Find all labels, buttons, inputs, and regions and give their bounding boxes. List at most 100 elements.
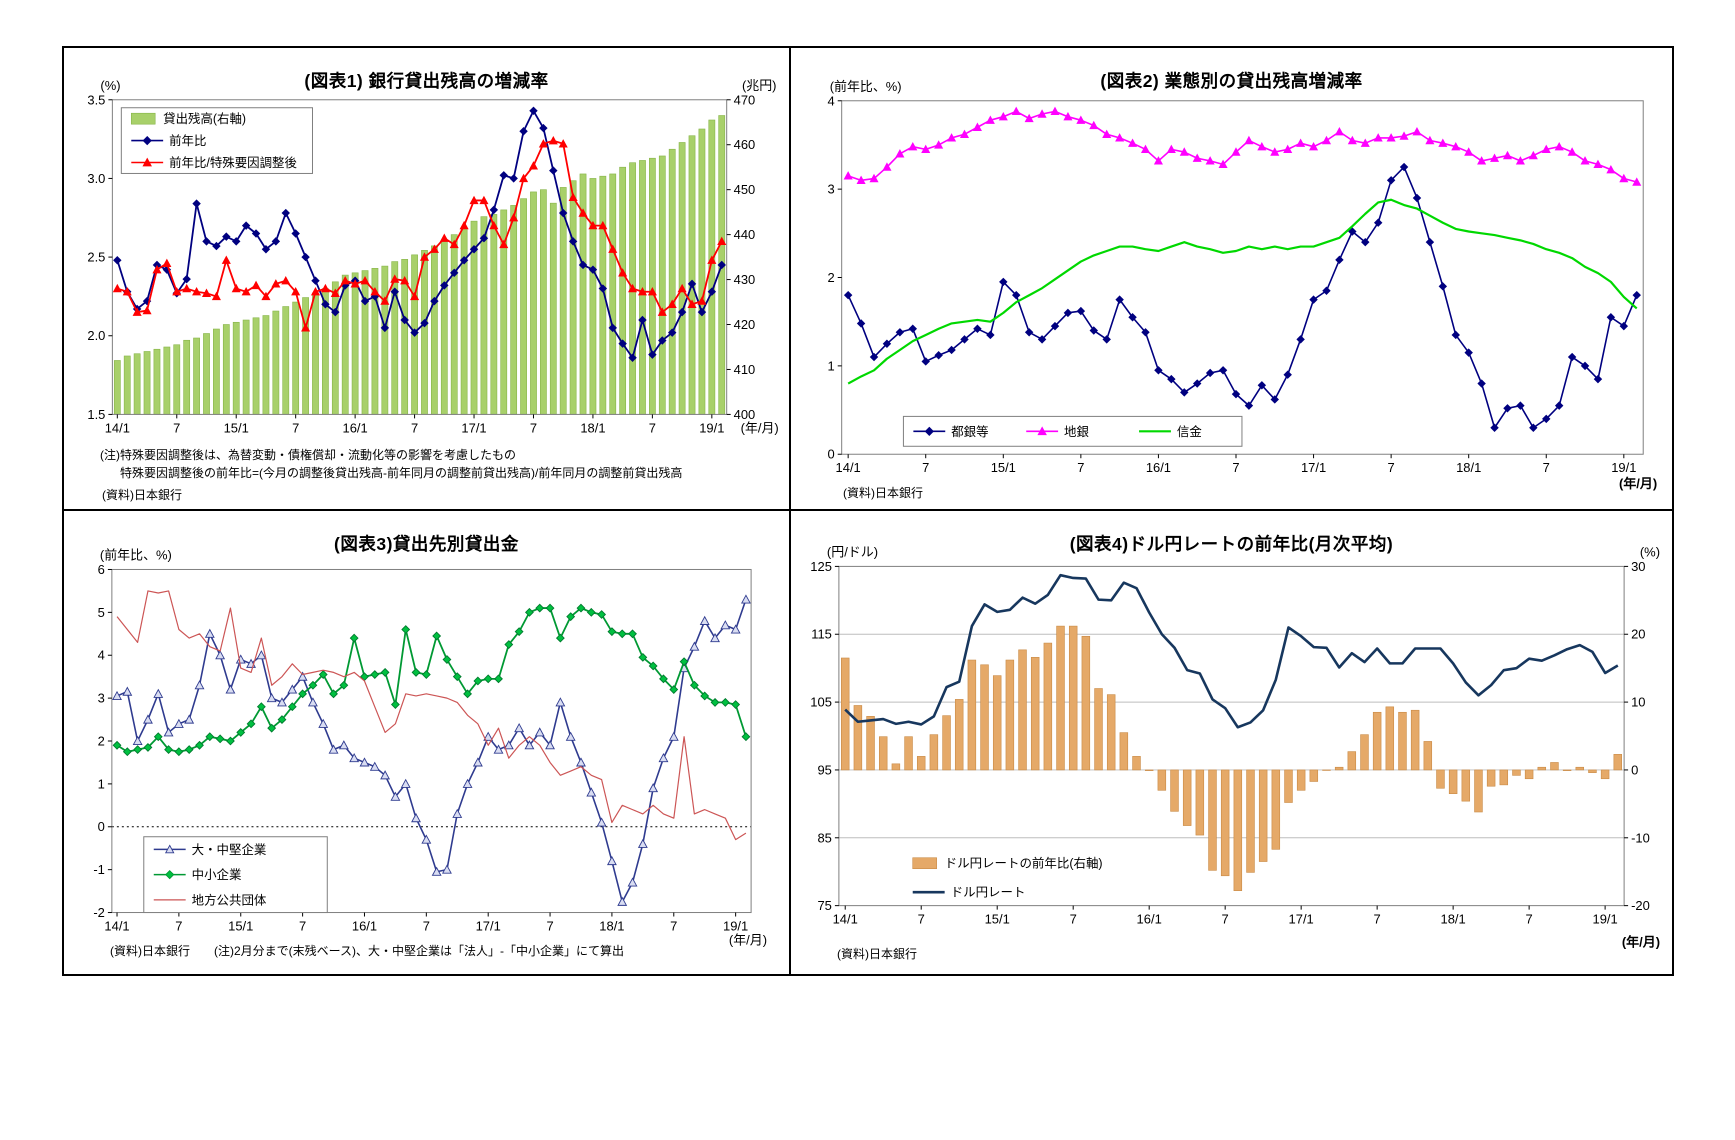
svg-text:2.0: 2.0	[87, 328, 105, 343]
fig3-line-1	[112, 603, 751, 757]
fig4-axes: 75 85 95 105 115 125 -20 -10 0 10 20 30 14/1 7 15/1 7 16…	[810, 544, 1660, 949]
fig2-legend: 都銀等 地銀 信金	[902, 415, 1243, 447]
fig4-bars	[840, 625, 1623, 892]
svg-text:420: 420	[734, 317, 756, 332]
svg-text:17/1: 17/1	[476, 918, 501, 933]
svg-text:-2: -2	[93, 905, 105, 920]
fig4-plot	[838, 565, 1625, 907]
svg-text:7: 7	[670, 918, 677, 933]
fig2-line-0	[843, 162, 1641, 432]
svg-text:18/1: 18/1	[1456, 460, 1481, 475]
fig1-source: (資料)日本銀行	[102, 488, 182, 502]
charts-grid: (図表1) 銀行貸出残高の増減率 1.5 2.0 2.5 3.0 3.5 400 410 42…	[62, 46, 1674, 976]
svg-text:19/1: 19/1	[1611, 460, 1636, 475]
svg-text:14/1: 14/1	[104, 918, 129, 933]
fig3-title: (図表3)貸出先別貸出金	[334, 534, 519, 554]
svg-text:16/1: 16/1	[1137, 912, 1162, 927]
svg-text:7: 7	[292, 420, 299, 435]
svg-text:20: 20	[1631, 627, 1645, 642]
svg-text:1: 1	[98, 776, 105, 791]
svg-text:大・中堅企業: 大・中堅企業	[192, 842, 267, 857]
fig4-chart: 75 85 95 105 115 125 -20 -10 0 10 20 30 14/1 7 15/1 7 16…	[810, 544, 1660, 949]
fig1-plot	[111, 99, 728, 415]
svg-text:430: 430	[734, 272, 756, 287]
fig1-chart: 1.5 2.0 2.5 3.0 3.5 400 410 420 430 440 450 460 470 1…	[87, 78, 779, 436]
fig3-chart: -2 -1 0 1 2 3 4 5 6 14/1 7 15/1 7 16/1 7 17/1 7 18/1 7 19/1…	[93, 548, 767, 948]
svg-text:95: 95	[817, 762, 831, 777]
svg-text:410: 410	[734, 362, 756, 377]
svg-text:(兆円): (兆円)	[742, 78, 777, 93]
svg-text:7: 7	[299, 918, 306, 933]
fig2-line-2	[847, 198, 1638, 385]
svg-text:15/1: 15/1	[224, 420, 249, 435]
svg-text:-1: -1	[93, 862, 105, 877]
svg-text:0: 0	[1631, 762, 1638, 777]
fig3-line-2	[116, 590, 747, 841]
svg-text:-20: -20	[1631, 898, 1650, 913]
svg-text:105: 105	[810, 695, 832, 710]
svg-text:前年比/特殊要因調整後: 前年比/特殊要因調整後	[169, 155, 297, 170]
fig3-axes: -2 -1 0 1 2 3 4 5 6 14/1 7 15/1 7 16/1 7 17/1 7 18/1 7 19/1…	[93, 548, 767, 948]
fig1-note-1: (注)特殊要因調整後は、為替変動・債権償却・流動化等の影響を考慮したもの	[100, 448, 516, 462]
svg-text:14/1: 14/1	[833, 912, 858, 927]
svg-text:7: 7	[411, 420, 418, 435]
svg-text:5: 5	[98, 605, 105, 620]
svg-text:7: 7	[918, 912, 925, 927]
svg-text:4: 4	[828, 93, 835, 108]
fig1-title: (図表1) 銀行貸出残高の増減率	[304, 71, 549, 91]
svg-text:地方公共団体: 地方公共団体	[192, 892, 267, 907]
fig1-line-2	[112, 135, 727, 332]
svg-text:ドル円レート: ドル円レート	[951, 886, 1026, 900]
svg-text:7: 7	[922, 460, 929, 475]
svg-text:2: 2	[98, 733, 105, 748]
svg-text:15/1: 15/1	[985, 912, 1010, 927]
fig2-title: (図表2) 業態別の貸出残高増減率	[1100, 71, 1363, 91]
svg-text:400: 400	[734, 407, 756, 422]
svg-text:1.5: 1.5	[87, 407, 105, 422]
svg-text:17/1: 17/1	[1301, 460, 1326, 475]
svg-text:3: 3	[828, 182, 835, 197]
svg-text:(年/月): (年/月)	[1622, 935, 1660, 950]
svg-text:10: 10	[1631, 695, 1645, 710]
svg-text:貸出残高(右軸): 貸出残高(右軸)	[163, 111, 246, 126]
panel-fig1: (図表1) 銀行貸出残高の増減率 1.5 2.0 2.5 3.0 3.5 400 410 42…	[64, 48, 791, 511]
panel-fig4: (図表4)ドル円レートの前年比(月次平均) 75 85 95 105 115 125 -20…	[791, 511, 1672, 974]
svg-text:440: 440	[734, 227, 756, 242]
svg-text:地銀: 地銀	[1064, 425, 1089, 439]
svg-text:2.5: 2.5	[87, 250, 105, 265]
fig2-source: (資料)日本銀行	[843, 486, 923, 500]
svg-text:(年/月): (年/月)	[1619, 476, 1657, 491]
svg-text:17/1: 17/1	[461, 420, 486, 435]
svg-text:中小企業: 中小企業	[192, 867, 242, 882]
svg-text:7: 7	[1222, 912, 1229, 927]
svg-text:16/1: 16/1	[1146, 460, 1171, 475]
svg-text:信金: 信金	[1177, 424, 1202, 439]
svg-text:前年比: 前年比	[169, 133, 206, 148]
svg-text:115: 115	[811, 627, 832, 642]
svg-text:7: 7	[1388, 460, 1395, 475]
fig2-plot	[841, 100, 1644, 455]
svg-text:7: 7	[546, 918, 553, 933]
svg-text:19/1: 19/1	[1592, 912, 1617, 927]
fig3-plot	[111, 568, 752, 914]
svg-text:7: 7	[1077, 460, 1084, 475]
svg-text:7: 7	[173, 420, 180, 435]
fig2-line-1	[843, 106, 1642, 186]
svg-text:7: 7	[1526, 912, 1533, 927]
svg-text:(前年比、%): (前年比、%)	[100, 548, 172, 563]
svg-text:(%): (%)	[1640, 544, 1660, 559]
svg-text:(前年比、%): (前年比、%)	[830, 79, 902, 94]
svg-text:ドル円レートの前年比(右軸): ドル円レートの前年比(右軸)	[945, 856, 1103, 871]
svg-text:都銀等: 都銀等	[951, 424, 988, 439]
svg-text:14/1: 14/1	[836, 460, 861, 475]
panel-fig3: (図表3)貸出先別貸出金 -2 -1 0 1 2 3 4 5 6 14/1 7 15/1 7 16/1 7 1…	[64, 511, 791, 974]
svg-text:(%): (%)	[100, 78, 120, 93]
svg-text:2: 2	[828, 270, 835, 285]
svg-text:7: 7	[649, 420, 656, 435]
svg-text:(年/月): (年/月)	[729, 932, 767, 947]
svg-text:(年/月): (年/月)	[741, 420, 779, 435]
svg-text:7: 7	[423, 918, 430, 933]
svg-text:0: 0	[828, 447, 835, 462]
